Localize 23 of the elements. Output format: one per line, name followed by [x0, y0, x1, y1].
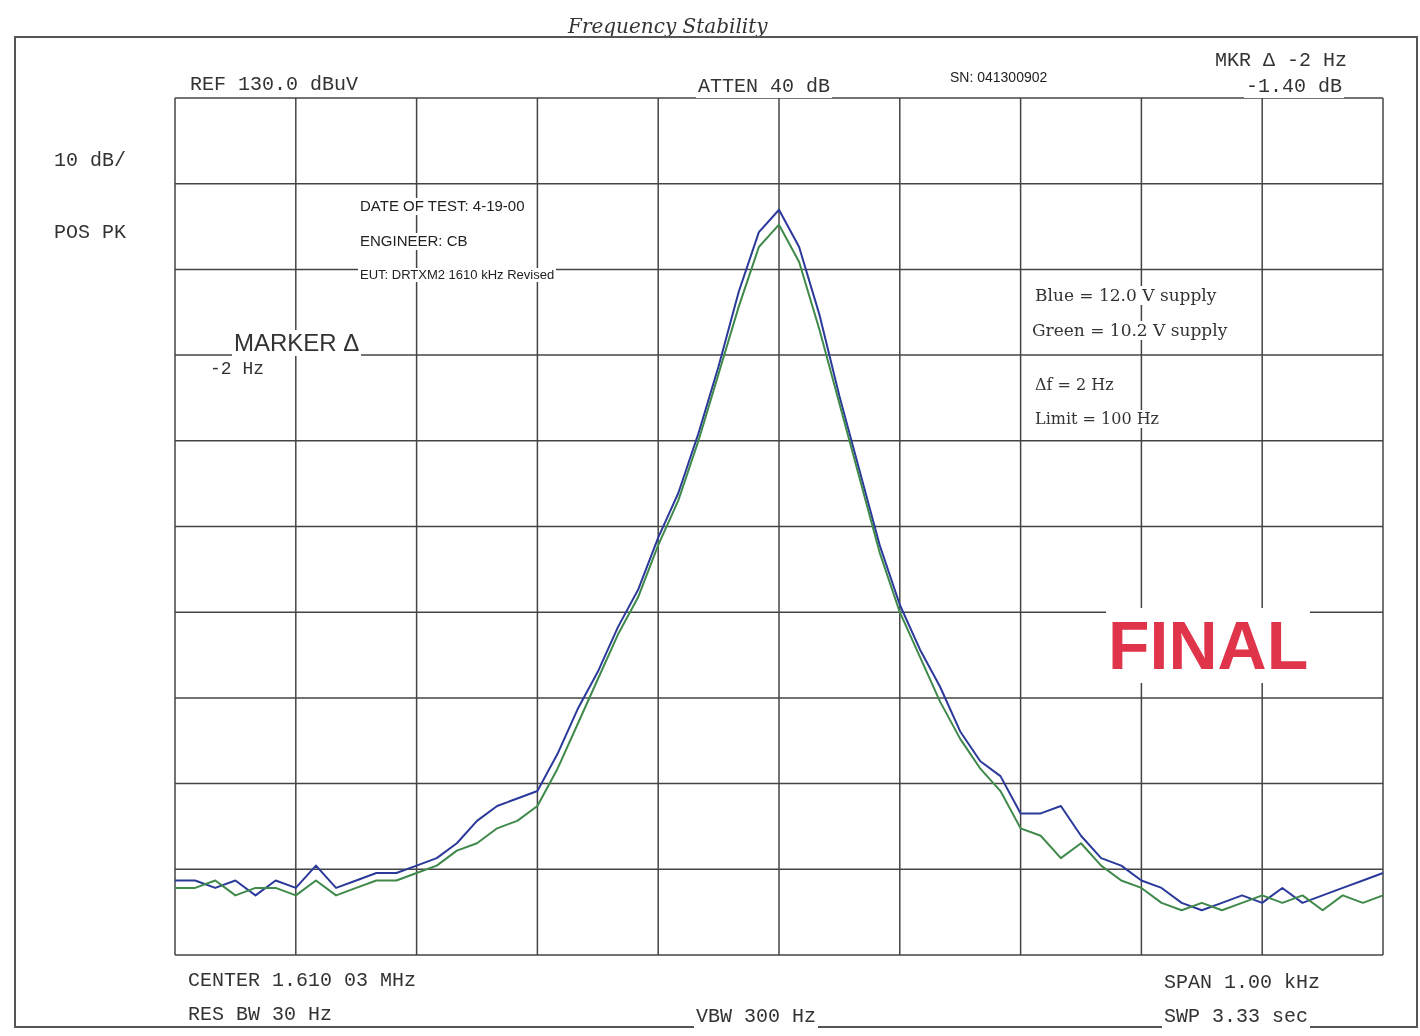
text: POS PK [52, 221, 129, 244]
text: MKR Δ -2 Hz [1213, 49, 1350, 72]
annotation: Blue = 12.0 V supply [1033, 285, 1219, 305]
chart-title: Frequency Stability [568, 14, 768, 38]
annotation: Limit = 100 Hz [1033, 409, 1162, 428]
text: SWP 3.33 sec [1162, 1005, 1311, 1028]
annotation: FINAL [1106, 607, 1311, 683]
annotation: Δf = 2 Hz [1033, 375, 1116, 394]
annotation: MARKER Δ [232, 329, 362, 357]
text: ATTEN 40 dB [696, 75, 833, 98]
annotation: DATE OF TEST: 4-19-00 [358, 197, 527, 215]
annotation: ENGINEER: CB [358, 232, 470, 250]
text: 10 dB/ [52, 149, 129, 172]
text: REF 130.0 dBuV [188, 73, 361, 96]
annotation: -2 Hz [208, 359, 267, 380]
text: VBW 300 Hz [694, 1005, 819, 1028]
text: CENTER 1.610 03 MHz [186, 969, 419, 992]
text: SN: 041300902 [948, 69, 1050, 86]
text: -1.40 dB [1244, 75, 1345, 98]
text: RES BW 30 Hz [186, 1003, 335, 1026]
annotation: Green = 10.2 V supply [1030, 320, 1230, 340]
annotation: EUT: DRTXM2 1610 kHz Revised [358, 267, 557, 283]
text: SPAN 1.00 kHz [1162, 971, 1323, 994]
